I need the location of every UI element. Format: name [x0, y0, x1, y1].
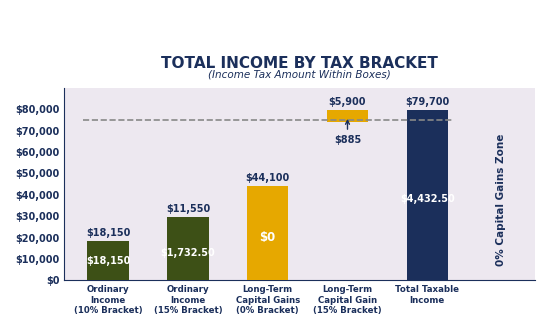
Title: TOTAL INCOME BY TAX BRACKET: TOTAL INCOME BY TAX BRACKET: [161, 56, 438, 71]
Text: $79,700: $79,700: [405, 97, 449, 107]
Text: $5,900: $5,900: [329, 97, 366, 107]
Bar: [327, 110, 368, 122]
Text: (Income Tax Amount Within Boxes): (Income Tax Amount Within Boxes): [208, 69, 391, 79]
Text: $18,150: $18,150: [86, 256, 130, 266]
Bar: [167, 217, 208, 280]
Text: $1,732.50: $1,732.50: [161, 248, 215, 257]
Bar: [247, 186, 288, 280]
Text: $18,150: $18,150: [86, 228, 130, 238]
Bar: [474, 120, 528, 280]
Text: $11,550: $11,550: [166, 204, 210, 214]
Text: $4,432.50: $4,432.50: [400, 194, 455, 204]
Text: $885: $885: [334, 120, 361, 145]
Bar: [406, 110, 448, 280]
Text: $44,100: $44,100: [246, 173, 290, 183]
Text: 0% Capital Gains Zone: 0% Capital Gains Zone: [496, 134, 505, 266]
Bar: [87, 242, 129, 280]
Text: $0: $0: [260, 231, 276, 244]
